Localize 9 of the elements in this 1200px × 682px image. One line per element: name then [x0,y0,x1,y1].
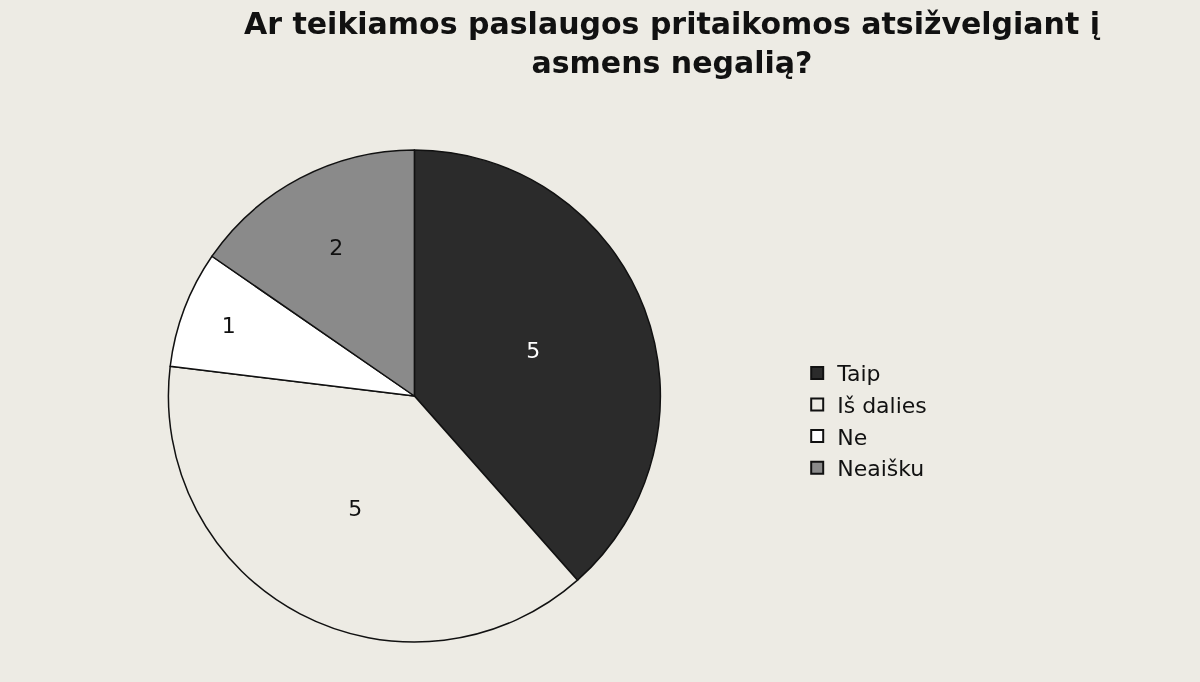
legend-label: Ne [837,424,868,450]
data-label: 1 [221,313,236,339]
data-label: 5 [526,338,541,364]
chart-title: Ar teikiamos paslaugos pritaikomos atsižvelgiant į asmens negalią? [243,6,1101,81]
legend-label: Iš dalies [837,393,927,419]
legend-label: Taip [836,361,881,387]
data-label: 2 [329,234,344,260]
data-label: 5 [348,496,363,522]
legend-label: Neaišku [837,456,925,482]
